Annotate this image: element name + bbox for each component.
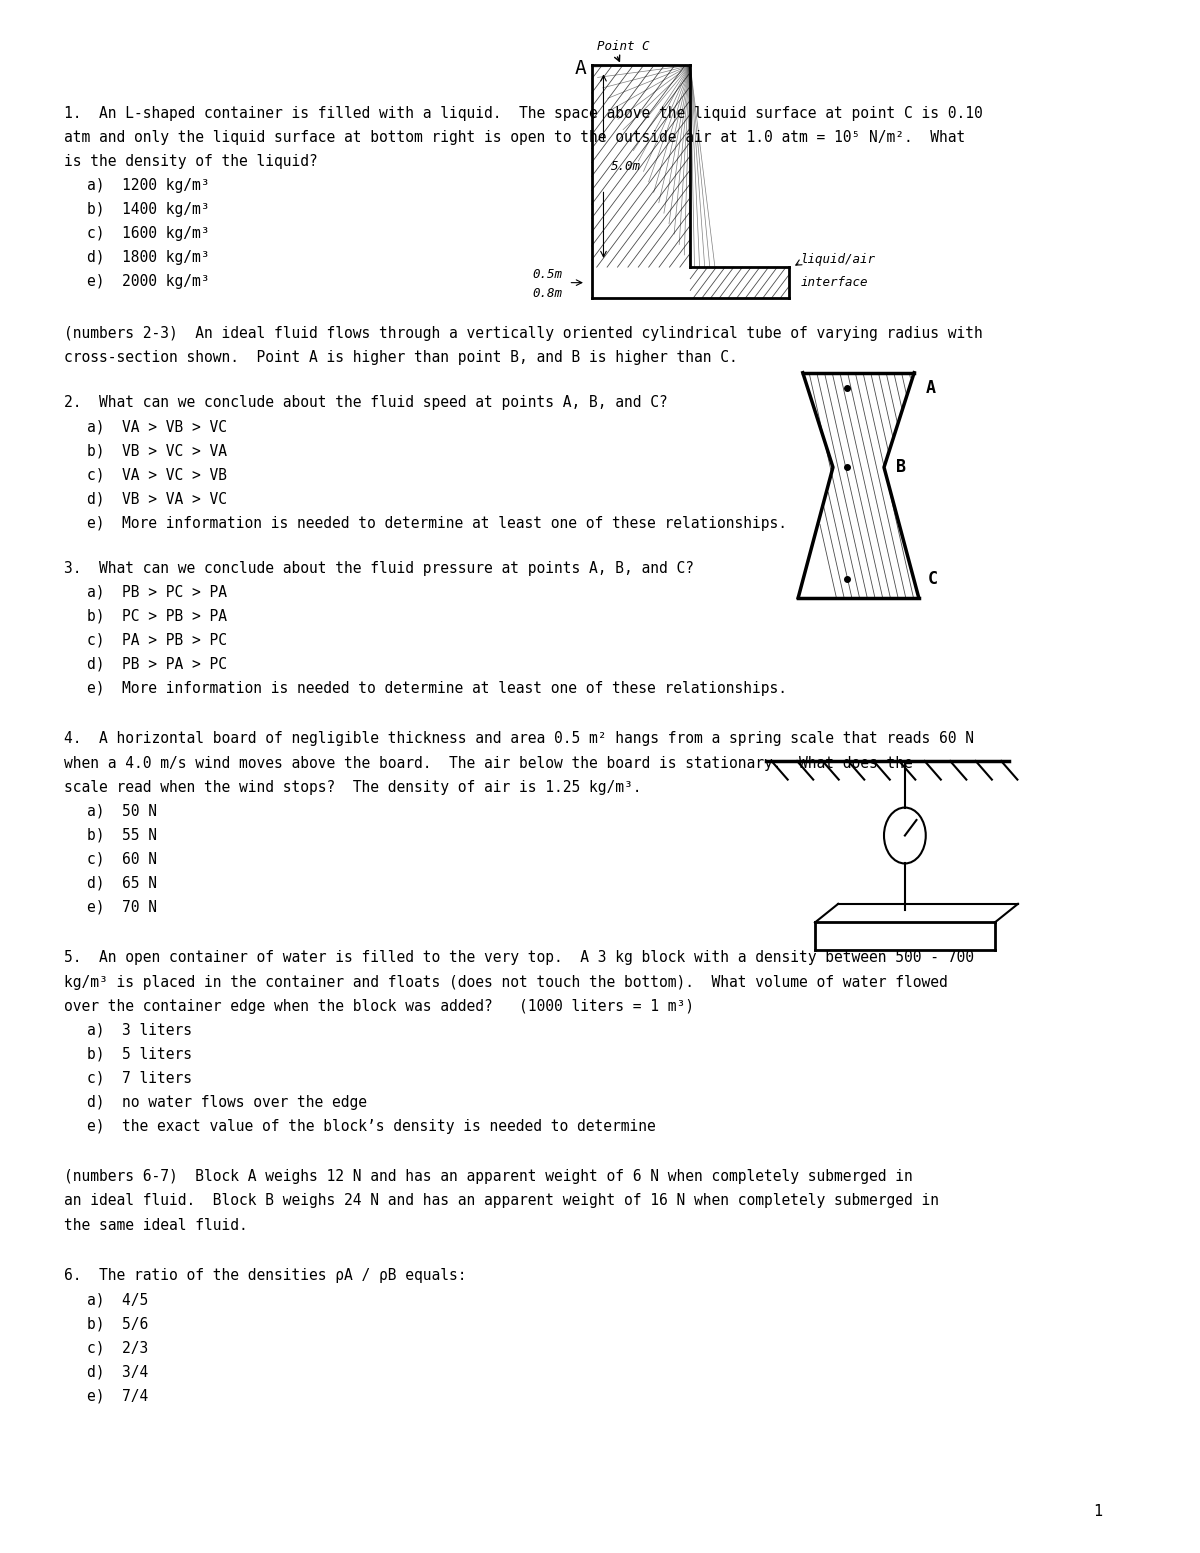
Text: d)  65 N: d) 65 N <box>88 876 157 891</box>
Text: 5.0m: 5.0m <box>611 160 641 172</box>
Text: C: C <box>928 570 938 589</box>
Text: a)  VA > VB > VC: a) VA > VB > VC <box>88 419 227 435</box>
Text: 4.  A horizontal board of negligible thickness and area 0.5 m² hangs from a spri: 4. A horizontal board of negligible thic… <box>64 731 974 747</box>
Text: a)  50 N: a) 50 N <box>88 804 157 818</box>
Text: c)  VA > VC > VB: c) VA > VC > VB <box>88 467 227 483</box>
Text: d)  PB > PA > PC: d) PB > PA > PC <box>88 657 227 672</box>
Text: A: A <box>925 379 936 398</box>
Text: A: A <box>574 59 586 78</box>
Text: c)  1600 kg/m³: c) 1600 kg/m³ <box>88 225 210 241</box>
Text: b)  5 liters: b) 5 liters <box>88 1047 192 1062</box>
Text: 3.  What can we conclude about the fluid pressure at points A, B, and C?: 3. What can we conclude about the fluid … <box>64 561 694 576</box>
Text: a)  1200 kg/m³: a) 1200 kg/m³ <box>88 179 210 193</box>
Text: b)  1400 kg/m³: b) 1400 kg/m³ <box>88 202 210 217</box>
Text: d)  VB > VA > VC: d) VB > VA > VC <box>88 491 227 506</box>
Text: 6.  The ratio of the densities ρA / ρB equals:: 6. The ratio of the densities ρA / ρB eq… <box>64 1267 467 1283</box>
Text: a)  4/5: a) 4/5 <box>88 1292 149 1308</box>
Text: B: B <box>895 458 906 477</box>
Text: 1: 1 <box>1093 1503 1102 1519</box>
Text: an ideal fluid.  Block B weighs 24 N and has an apparent weight of 16 N when com: an ideal fluid. Block B weighs 24 N and … <box>64 1193 938 1208</box>
Text: e)  the exact value of the block’s density is needed to determine: e) the exact value of the block’s densit… <box>88 1118 655 1134</box>
Text: b)  5/6: b) 5/6 <box>88 1317 149 1331</box>
Text: a)  3 liters: a) 3 liters <box>88 1022 192 1037</box>
Text: (numbers 6-7)  Block A weighs 12 N and has an apparent weight of 6 N when comple: (numbers 6-7) Block A weighs 12 N and ha… <box>64 1169 912 1185</box>
Text: b)  55 N: b) 55 N <box>88 828 157 843</box>
Text: e)  7/4: e) 7/4 <box>88 1388 149 1404</box>
Text: kg/m³ is placed in the container and floats (does not touch the bottom).  What v: kg/m³ is placed in the container and flo… <box>64 975 948 989</box>
Text: liquid/air: liquid/air <box>800 253 876 266</box>
Text: interface: interface <box>800 276 868 289</box>
Text: Point C: Point C <box>598 40 650 53</box>
Text: b)  PC > PB > PA: b) PC > PB > PA <box>88 609 227 624</box>
Text: c)  PA > PB > PC: c) PA > PB > PC <box>88 634 227 648</box>
Text: a)  PB > PC > PA: a) PB > PC > PA <box>88 584 227 599</box>
Text: e)  2000 kg/m³: e) 2000 kg/m³ <box>88 273 210 289</box>
Text: 0.8m: 0.8m <box>533 287 563 300</box>
Text: 5.  An open container of water is filled to the very top.  A 3 kg block with a d: 5. An open container of water is filled … <box>64 950 974 966</box>
Text: c)  7 liters: c) 7 liters <box>88 1072 192 1086</box>
Text: scale read when the wind stops?  The density of air is 1.25 kg/m³.: scale read when the wind stops? The dens… <box>64 780 641 795</box>
Text: when a 4.0 m/s wind moves above the board.  The air below the board is stationar: when a 4.0 m/s wind moves above the boar… <box>64 756 912 770</box>
Text: e)  More information is needed to determine at least one of these relationships.: e) More information is needed to determi… <box>88 516 787 531</box>
Text: d)  3/4: d) 3/4 <box>88 1365 149 1379</box>
Text: c)  60 N: c) 60 N <box>88 851 157 867</box>
Text: e)  More information is needed to determine at least one of these relationships.: e) More information is needed to determi… <box>88 680 787 696</box>
Text: is the density of the liquid?: is the density of the liquid? <box>64 154 318 169</box>
Text: over the container edge when the block was added?   (1000 liters = 1 m³): over the container edge when the block w… <box>64 999 694 1014</box>
Text: atm and only the liquid surface at bottom right is open to the outside air at 1.: atm and only the liquid surface at botto… <box>64 130 965 144</box>
Text: cross-section shown.  Point A is higher than point B, and B is higher than C.: cross-section shown. Point A is higher t… <box>64 351 738 365</box>
Text: 0.5m: 0.5m <box>533 269 563 281</box>
Text: b)  VB > VC > VA: b) VB > VC > VA <box>88 444 227 458</box>
Text: d)  no water flows over the edge: d) no water flows over the edge <box>88 1095 367 1110</box>
Text: 1.  An L-shaped container is filled with a liquid.  The space above the liquid s: 1. An L-shaped container is filled with … <box>64 106 983 121</box>
Text: c)  2/3: c) 2/3 <box>88 1340 149 1356</box>
Text: e)  70 N: e) 70 N <box>88 901 157 915</box>
Text: d)  1800 kg/m³: d) 1800 kg/m³ <box>88 250 210 266</box>
Text: the same ideal fluid.: the same ideal fluid. <box>64 1218 247 1233</box>
Text: 2.  What can we conclude about the fluid speed at points A, B, and C?: 2. What can we conclude about the fluid … <box>64 394 667 410</box>
Text: (numbers 2-3)  An ideal fluid flows through a vertically oriented cylindrical tu: (numbers 2-3) An ideal fluid flows throu… <box>64 326 983 342</box>
